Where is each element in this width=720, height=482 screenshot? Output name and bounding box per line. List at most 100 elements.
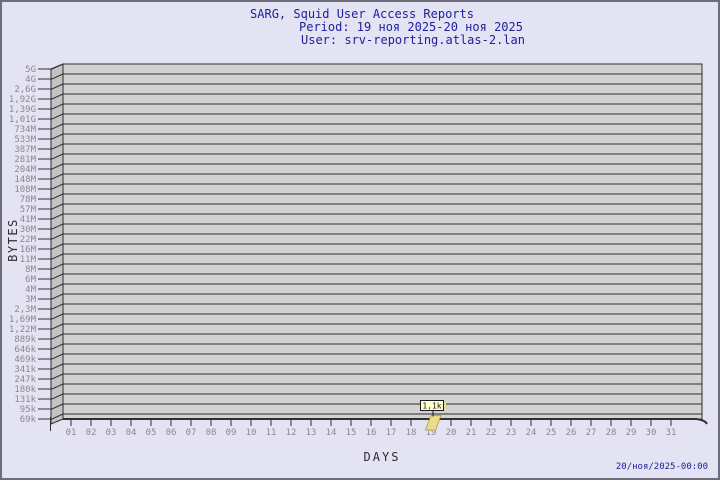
y-tick-mark [38,243,64,250]
chart-user: User: srv-reporting.atlas-2.lan [301,33,525,47]
y-tick-mark [38,353,64,360]
chart-title: SARG, Squid User Access Reports [250,7,474,21]
y-tick-mark [38,73,64,80]
plot-side-wall [50,63,64,425]
y-tick-label: 4G [25,75,36,85]
bar-value-box [420,400,444,411]
y-tick-label: 78M [20,195,37,205]
y-tick-label: 41M [20,215,37,225]
x-tick-label: 06 [166,428,177,438]
y-tick-mark [38,83,64,90]
y-tick-mark [38,183,64,190]
x-tick-label: 17 [386,428,397,438]
y-tick-label: 341k [14,365,36,375]
x-tick-label: 22 [486,428,497,438]
y-tick-label: 6M [25,275,36,285]
y-tick-mark [38,63,64,70]
y-tick-mark [38,93,64,100]
x-tick-label: 20 [446,428,457,438]
y-tick-label: 2,3M [14,305,36,315]
x-tick-label: 12 [286,428,297,438]
y-tick-label: 281M [14,155,36,165]
x-tick-label: 29 [626,428,637,438]
y-tick-label: 1,39G [9,105,36,115]
y-tick-label: 734M [14,125,36,135]
y-tick-label: 69k [20,415,37,425]
x-tick-label: 21 [466,428,477,438]
y-tick-label: 5G [25,65,36,75]
x-tick-label: 31 [666,428,677,438]
chart-period: Period: 19 ноя 2025-20 ноя 2025 [299,20,523,34]
y-tick-mark [38,363,64,370]
y-tick-label: 387M [14,145,36,155]
generated-timestamp: 20/ноя/2025-00:00 [615,462,708,472]
y-axis-title: BYTES [6,218,20,262]
x-tick-label: 13 [306,428,317,438]
y-tick-label: 1,01G [9,115,36,125]
y-tick-label: 108M [14,185,36,195]
y-tick-label: 1,69M [9,315,37,325]
x-tick-label: 30 [646,428,657,438]
x-tick-label: 27 [586,428,597,438]
y-tick-mark [38,253,64,260]
y-tick-mark [38,133,64,140]
x-tick-label: 15 [346,428,357,438]
x-tick-label: 18 [406,428,417,438]
y-tick-mark [38,213,64,220]
y-tick-mark [38,383,64,390]
x-tick-label: 02 [86,428,97,438]
y-tick-mark [38,193,64,200]
y-tick-mark [38,303,64,310]
x-tick-label: 08 [206,428,217,438]
y-tick-mark [38,113,64,120]
x-tick-label: 23 [506,428,517,438]
y-tick-mark [38,323,64,330]
y-tick-label: 16M [20,245,37,255]
y-tick-mark [38,333,64,340]
x-tick-label: 03 [106,428,117,438]
y-tick-label: 646k [14,345,36,355]
y-tick-mark [38,263,64,270]
y-tick-mark [38,413,64,420]
y-tick-mark [38,403,64,410]
y-tick-label: 1,22M [9,325,37,335]
y-tick-mark [38,203,64,210]
x-tick-label: 16 [366,428,377,438]
y-tick-mark [38,283,64,290]
x-tick-label: 04 [126,428,137,438]
y-tick-label: 8M [25,265,36,275]
plot-area [62,63,703,420]
y-tick-mark [38,233,64,240]
y-tick-label: 95k [20,405,37,415]
y-tick-label: 11M [20,255,37,265]
bar-label-shadow [443,402,446,412]
y-tick-label: 148M [14,175,36,185]
x-axis-line [63,418,708,425]
y-tick-mark [38,293,64,300]
bar-value-label: 1,1k [422,402,441,411]
y-tick-mark [38,273,64,280]
x-tick-label: 09 [226,428,237,438]
y-tick-mark [38,223,64,230]
bar-day-19 [424,415,442,431]
y-tick-label: 30M [20,225,37,235]
y-tick-mark [38,313,64,320]
x-tick-label: 10 [246,428,257,438]
y-tick-mark [38,163,64,170]
y-tick-label: 131k [14,395,36,405]
x-tick-label: 25 [546,428,557,438]
x-axis-title: DAYS [364,450,401,464]
y-tick-label: 1,92G [9,95,36,105]
y-tick-mark [38,393,64,400]
x-tick-label: 11 [266,428,277,438]
y-tick-label: 247k [14,375,36,385]
x-tick-label: 14 [326,428,337,438]
x-tick-label: 07 [186,428,197,438]
x-tick-label: 28 [606,428,617,438]
y-tick-mark [38,153,64,160]
y-tick-label: 469k [14,355,36,365]
y-tick-mark [38,103,64,110]
y-tick-label: 22M [20,235,37,245]
